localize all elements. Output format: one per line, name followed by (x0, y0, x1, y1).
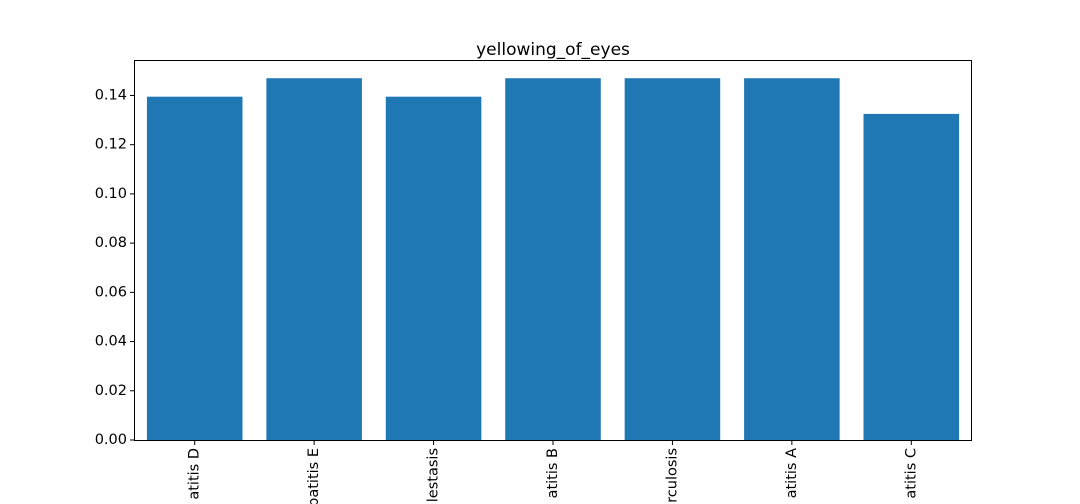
y-tick-label: 0.14 (95, 87, 127, 103)
bar-6 (744, 78, 840, 440)
x-tick-label: atitis C (903, 448, 919, 499)
y-tick-label: 0.12 (95, 137, 127, 153)
x-tick-label: lestasis (426, 448, 442, 502)
y-tick-label: 0.10 (95, 186, 127, 202)
x-tick-label: rculosis (664, 448, 680, 503)
y-tick-label: 0.06 (95, 284, 127, 300)
bars-group (146, 78, 960, 440)
bar-5 (624, 78, 721, 440)
x-tick-label: atitis D (187, 448, 203, 500)
y-tick-label: 0.02 (95, 383, 127, 399)
bar-2 (266, 78, 362, 440)
chart-title: yellowing_of_eyes (476, 40, 630, 60)
x-tick-label: patitis E (306, 448, 322, 504)
y-axis: 0.00 0.02 0.04 0.06 0.08 0.10 0.12 0.14 (95, 87, 135, 448)
bar-4 (505, 78, 601, 440)
bar-1 (146, 96, 243, 440)
x-tick-label: atitis B (545, 448, 561, 498)
y-tick-label: 0.04 (95, 334, 127, 350)
x-tick-label: atitis A (784, 448, 800, 498)
x-axis: atitis D patitis E lestasis atitis B rculosi… (187, 440, 919, 504)
y-tick-label: 0.00 (95, 432, 127, 448)
y-tick-label: 0.08 (95, 235, 127, 251)
plot-frame (134, 60, 972, 441)
bar-3 (385, 96, 482, 440)
bar-7 (863, 113, 960, 440)
